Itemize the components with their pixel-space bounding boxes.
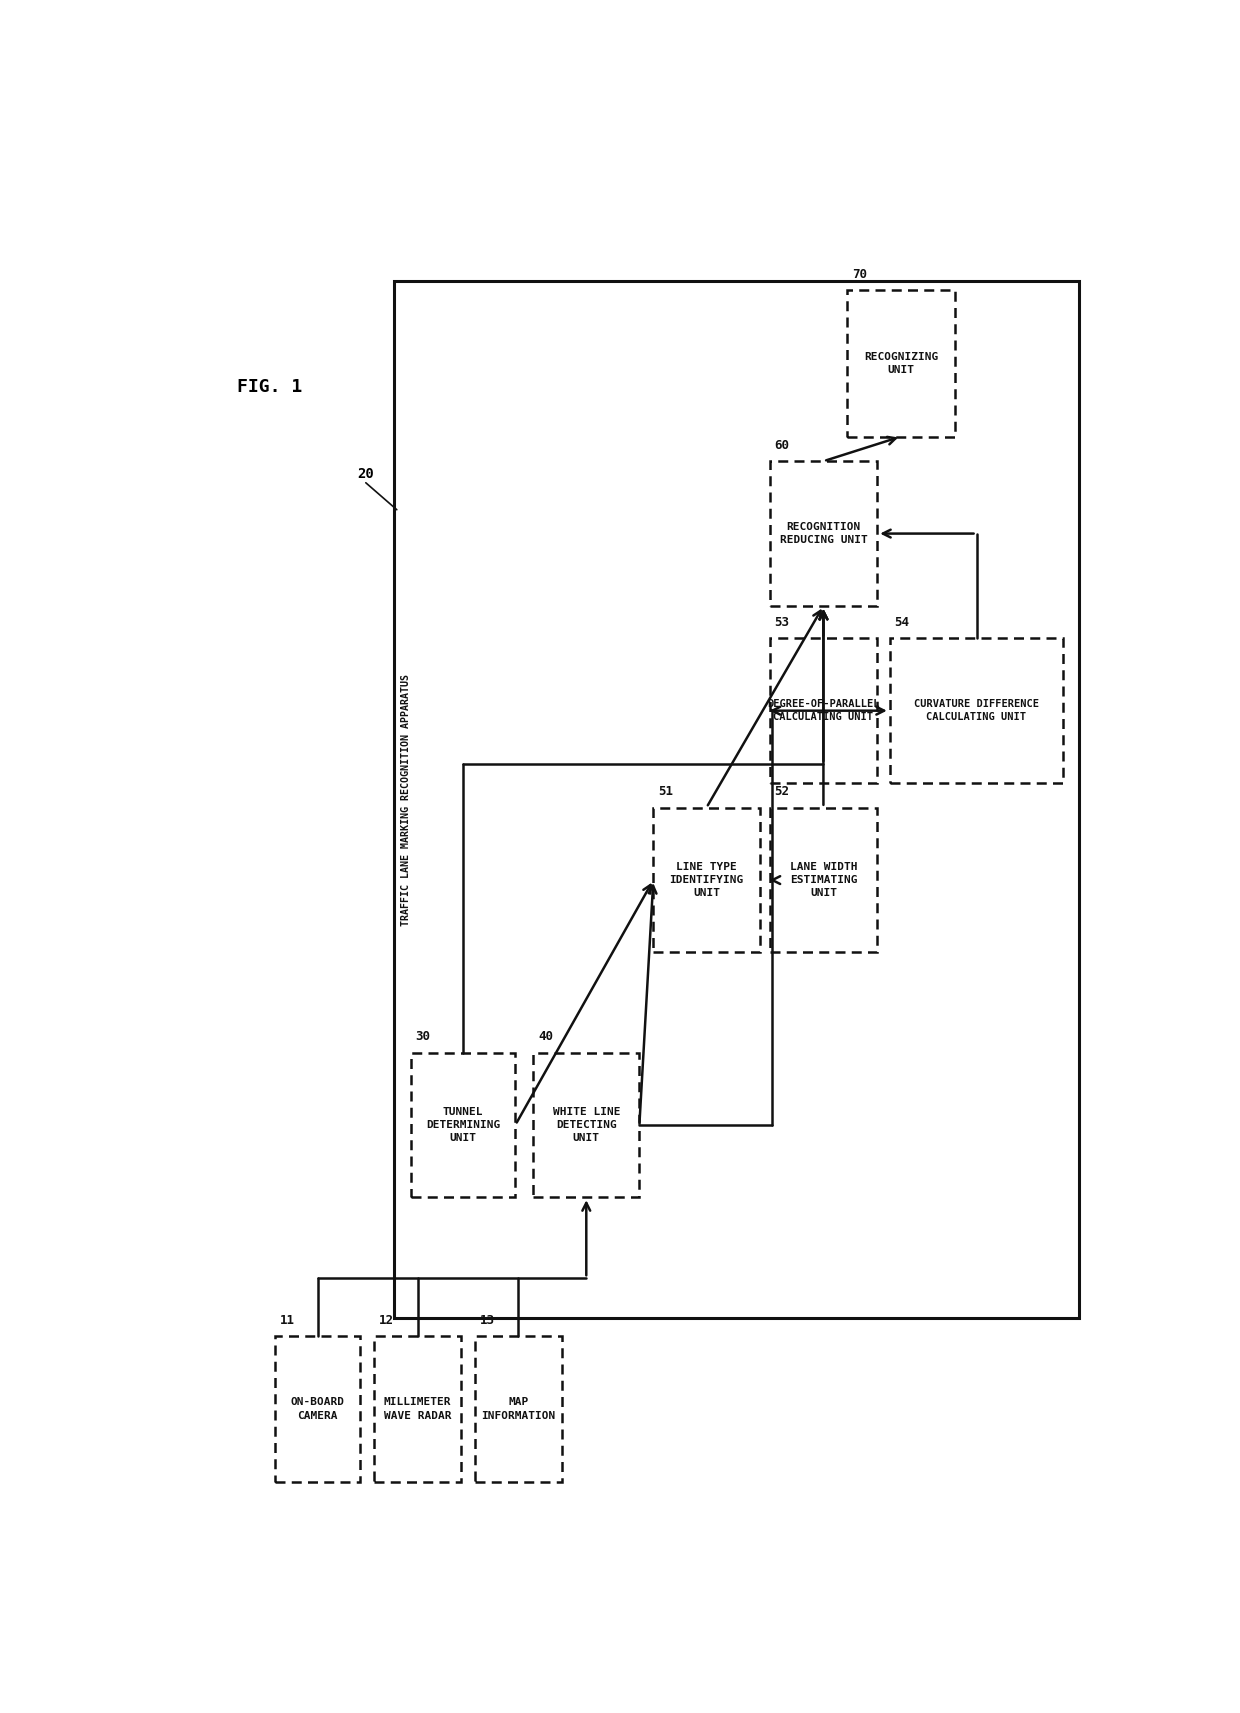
Bar	[475, 1336, 562, 1482]
Text: 54: 54	[894, 617, 909, 629]
Text: LINE TYPE
IDENTIFYING
UNIT: LINE TYPE IDENTIFYING UNIT	[670, 862, 744, 898]
Text: ON-BOARD
CAMERA: ON-BOARD CAMERA	[290, 1398, 345, 1420]
Text: WHITE LINE
DETECTING
UNIT: WHITE LINE DETECTING UNIT	[553, 1107, 620, 1143]
Text: 53: 53	[774, 617, 790, 629]
Text: TRAFFIC LANE MARKING RECOGNITION APPARATUS: TRAFFIC LANE MARKING RECOGNITION APPARAT…	[402, 673, 412, 925]
Text: 20: 20	[357, 466, 374, 481]
Bar	[770, 639, 878, 783]
Text: MILLIMETER
WAVE RADAR: MILLIMETER WAVE RADAR	[384, 1398, 451, 1420]
Bar	[394, 281, 1079, 1319]
Bar	[890, 639, 1064, 783]
Text: 70: 70	[852, 267, 867, 281]
Text: 40: 40	[538, 1030, 553, 1043]
Text: TUNNEL
DETERMINING
UNIT: TUNNEL DETERMINING UNIT	[425, 1107, 500, 1143]
Text: 52: 52	[774, 786, 790, 798]
Text: 11: 11	[280, 1314, 295, 1326]
Text: MAP
INFORMATION: MAP INFORMATION	[481, 1398, 556, 1420]
Text: CURVATURE DIFFERENCE
CALCULATING UNIT: CURVATURE DIFFERENCE CALCULATING UNIT	[914, 699, 1039, 723]
Text: 60: 60	[774, 439, 790, 452]
Bar	[770, 461, 878, 606]
Bar	[275, 1336, 361, 1482]
Text: 30: 30	[415, 1030, 430, 1043]
Bar	[533, 1052, 640, 1197]
Bar	[847, 289, 955, 437]
Text: DEGREE-OF-PARALLEL
CALCULATING UNIT: DEGREE-OF-PARALLEL CALCULATING UNIT	[768, 699, 879, 723]
Text: LANE WIDTH
ESTIMATING
UNIT: LANE WIDTH ESTIMATING UNIT	[790, 862, 857, 898]
Text: 13: 13	[480, 1314, 495, 1326]
Bar	[410, 1052, 516, 1197]
Bar	[653, 809, 759, 952]
Text: 12: 12	[379, 1314, 394, 1326]
Text: FIG. 1: FIG. 1	[237, 377, 303, 396]
Bar	[374, 1336, 461, 1482]
Text: RECOGNIZING
UNIT: RECOGNIZING UNIT	[864, 351, 939, 375]
Bar	[770, 809, 878, 952]
Text: RECOGNITION
REDUCING UNIT: RECOGNITION REDUCING UNIT	[780, 522, 867, 545]
Text: 51: 51	[658, 786, 673, 798]
